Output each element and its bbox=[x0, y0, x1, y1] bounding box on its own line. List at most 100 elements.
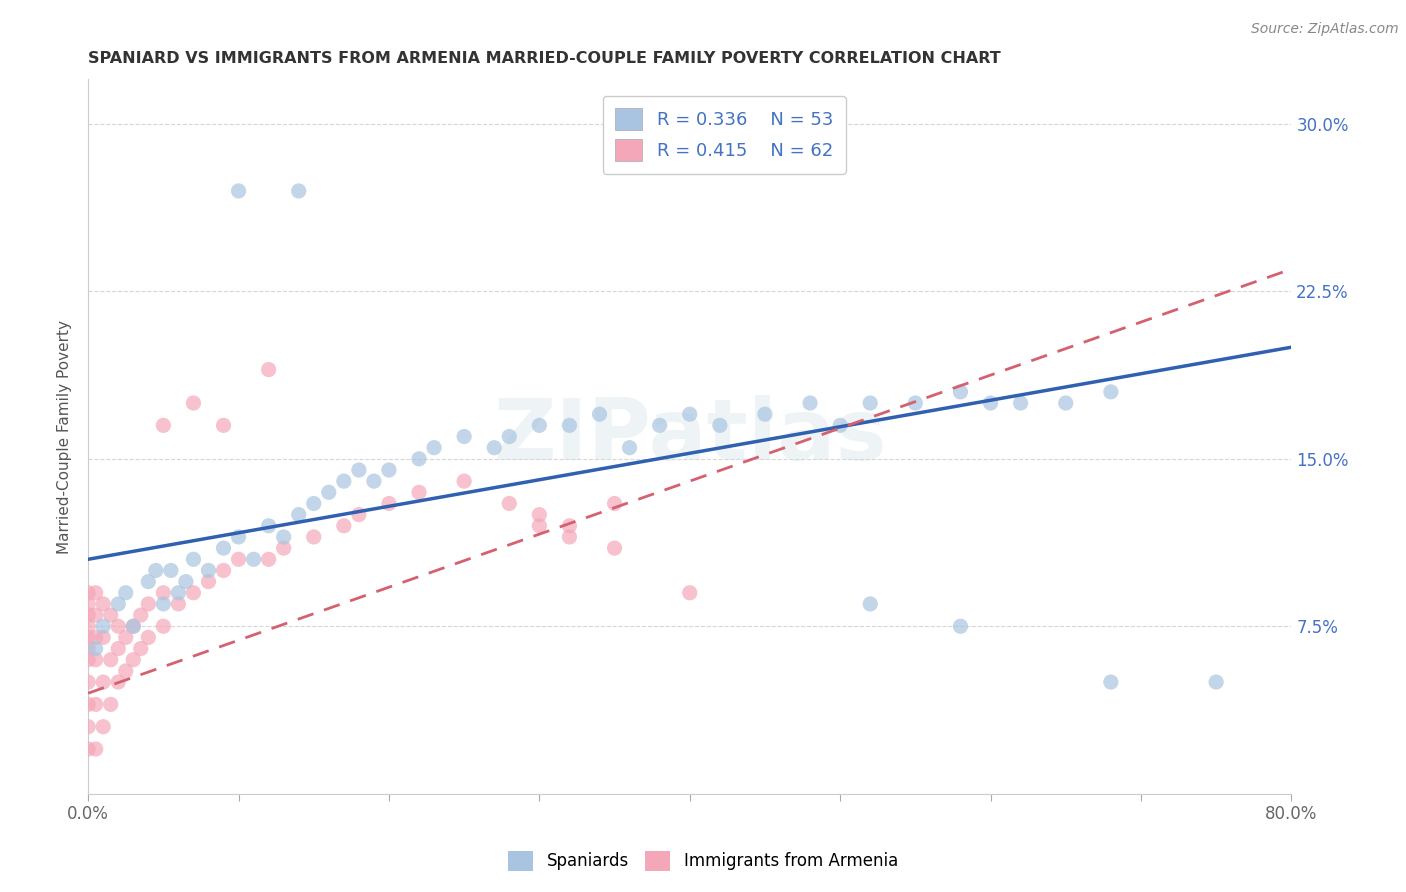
Point bbox=[77, 631, 100, 645]
Legend: R = 0.336    N = 53, R = 0.415    N = 62: R = 0.336 N = 53, R = 0.415 N = 62 bbox=[603, 95, 845, 174]
Point bbox=[498, 429, 520, 443]
Point bbox=[77, 675, 100, 690]
Point bbox=[183, 552, 205, 566]
Text: Source: ZipAtlas.com: Source: ZipAtlas.com bbox=[1251, 22, 1399, 37]
Point bbox=[273, 530, 295, 544]
Point bbox=[484, 441, 506, 455]
Point bbox=[107, 597, 129, 611]
Point bbox=[904, 396, 927, 410]
Point bbox=[273, 541, 295, 555]
Point bbox=[1205, 675, 1227, 690]
Point bbox=[122, 619, 145, 633]
Point bbox=[77, 586, 100, 600]
Point bbox=[318, 485, 340, 500]
Point bbox=[100, 698, 122, 712]
Point bbox=[174, 574, 197, 589]
Point bbox=[107, 641, 129, 656]
Point bbox=[91, 619, 114, 633]
Point bbox=[257, 362, 280, 376]
Point bbox=[145, 564, 167, 578]
Point bbox=[84, 698, 107, 712]
Point bbox=[197, 574, 219, 589]
Point bbox=[183, 396, 205, 410]
Point bbox=[363, 474, 385, 488]
Point bbox=[84, 608, 107, 623]
Point bbox=[302, 530, 325, 544]
Point bbox=[122, 619, 145, 633]
Point bbox=[333, 518, 356, 533]
Point bbox=[114, 586, 136, 600]
Point bbox=[799, 396, 821, 410]
Point bbox=[212, 418, 235, 433]
Point bbox=[378, 496, 401, 510]
Point bbox=[212, 564, 235, 578]
Point bbox=[77, 720, 100, 734]
Point bbox=[114, 631, 136, 645]
Point bbox=[558, 418, 581, 433]
Point bbox=[980, 396, 1002, 410]
Point bbox=[347, 508, 370, 522]
Point bbox=[77, 608, 100, 623]
Point bbox=[408, 451, 430, 466]
Point bbox=[129, 641, 152, 656]
Point bbox=[107, 675, 129, 690]
Point bbox=[77, 742, 100, 756]
Point bbox=[453, 429, 475, 443]
Text: SPANIARD VS IMMIGRANTS FROM ARMENIA MARRIED-COUPLE FAMILY POVERTY CORRELATION CH: SPANIARD VS IMMIGRANTS FROM ARMENIA MARR… bbox=[89, 51, 1001, 66]
Point bbox=[84, 653, 107, 667]
Point bbox=[91, 631, 114, 645]
Point bbox=[84, 586, 107, 600]
Point bbox=[709, 418, 731, 433]
Point bbox=[408, 485, 430, 500]
Point bbox=[212, 541, 235, 555]
Point bbox=[1099, 675, 1122, 690]
Point bbox=[197, 564, 219, 578]
Point bbox=[84, 641, 107, 656]
Point bbox=[136, 574, 159, 589]
Point bbox=[453, 474, 475, 488]
Point bbox=[619, 441, 641, 455]
Point bbox=[77, 619, 100, 633]
Point bbox=[859, 396, 882, 410]
Point bbox=[100, 608, 122, 623]
Point bbox=[91, 597, 114, 611]
Point bbox=[1099, 384, 1122, 399]
Point bbox=[167, 586, 190, 600]
Point bbox=[529, 418, 551, 433]
Point bbox=[1054, 396, 1077, 410]
Point bbox=[333, 474, 356, 488]
Point bbox=[107, 619, 129, 633]
Point bbox=[347, 463, 370, 477]
Point bbox=[77, 698, 100, 712]
Point bbox=[754, 407, 776, 421]
Point bbox=[242, 552, 264, 566]
Point bbox=[136, 631, 159, 645]
Point bbox=[167, 597, 190, 611]
Point bbox=[679, 586, 702, 600]
Legend: Spaniards, Immigrants from Armenia: Spaniards, Immigrants from Armenia bbox=[499, 842, 907, 880]
Point bbox=[160, 564, 183, 578]
Point bbox=[84, 742, 107, 756]
Point bbox=[603, 541, 626, 555]
Point bbox=[302, 496, 325, 510]
Point bbox=[77, 597, 100, 611]
Point bbox=[859, 597, 882, 611]
Point bbox=[378, 463, 401, 477]
Point bbox=[228, 552, 250, 566]
Point bbox=[152, 418, 174, 433]
Point bbox=[423, 441, 446, 455]
Point bbox=[152, 597, 174, 611]
Point bbox=[603, 496, 626, 510]
Point bbox=[287, 184, 309, 198]
Point bbox=[949, 384, 972, 399]
Point bbox=[558, 518, 581, 533]
Point bbox=[152, 619, 174, 633]
Point bbox=[257, 518, 280, 533]
Point bbox=[77, 653, 100, 667]
Point bbox=[498, 496, 520, 510]
Point bbox=[84, 631, 107, 645]
Point bbox=[558, 530, 581, 544]
Point bbox=[648, 418, 671, 433]
Y-axis label: Married-Couple Family Poverty: Married-Couple Family Poverty bbox=[58, 319, 72, 554]
Point bbox=[183, 586, 205, 600]
